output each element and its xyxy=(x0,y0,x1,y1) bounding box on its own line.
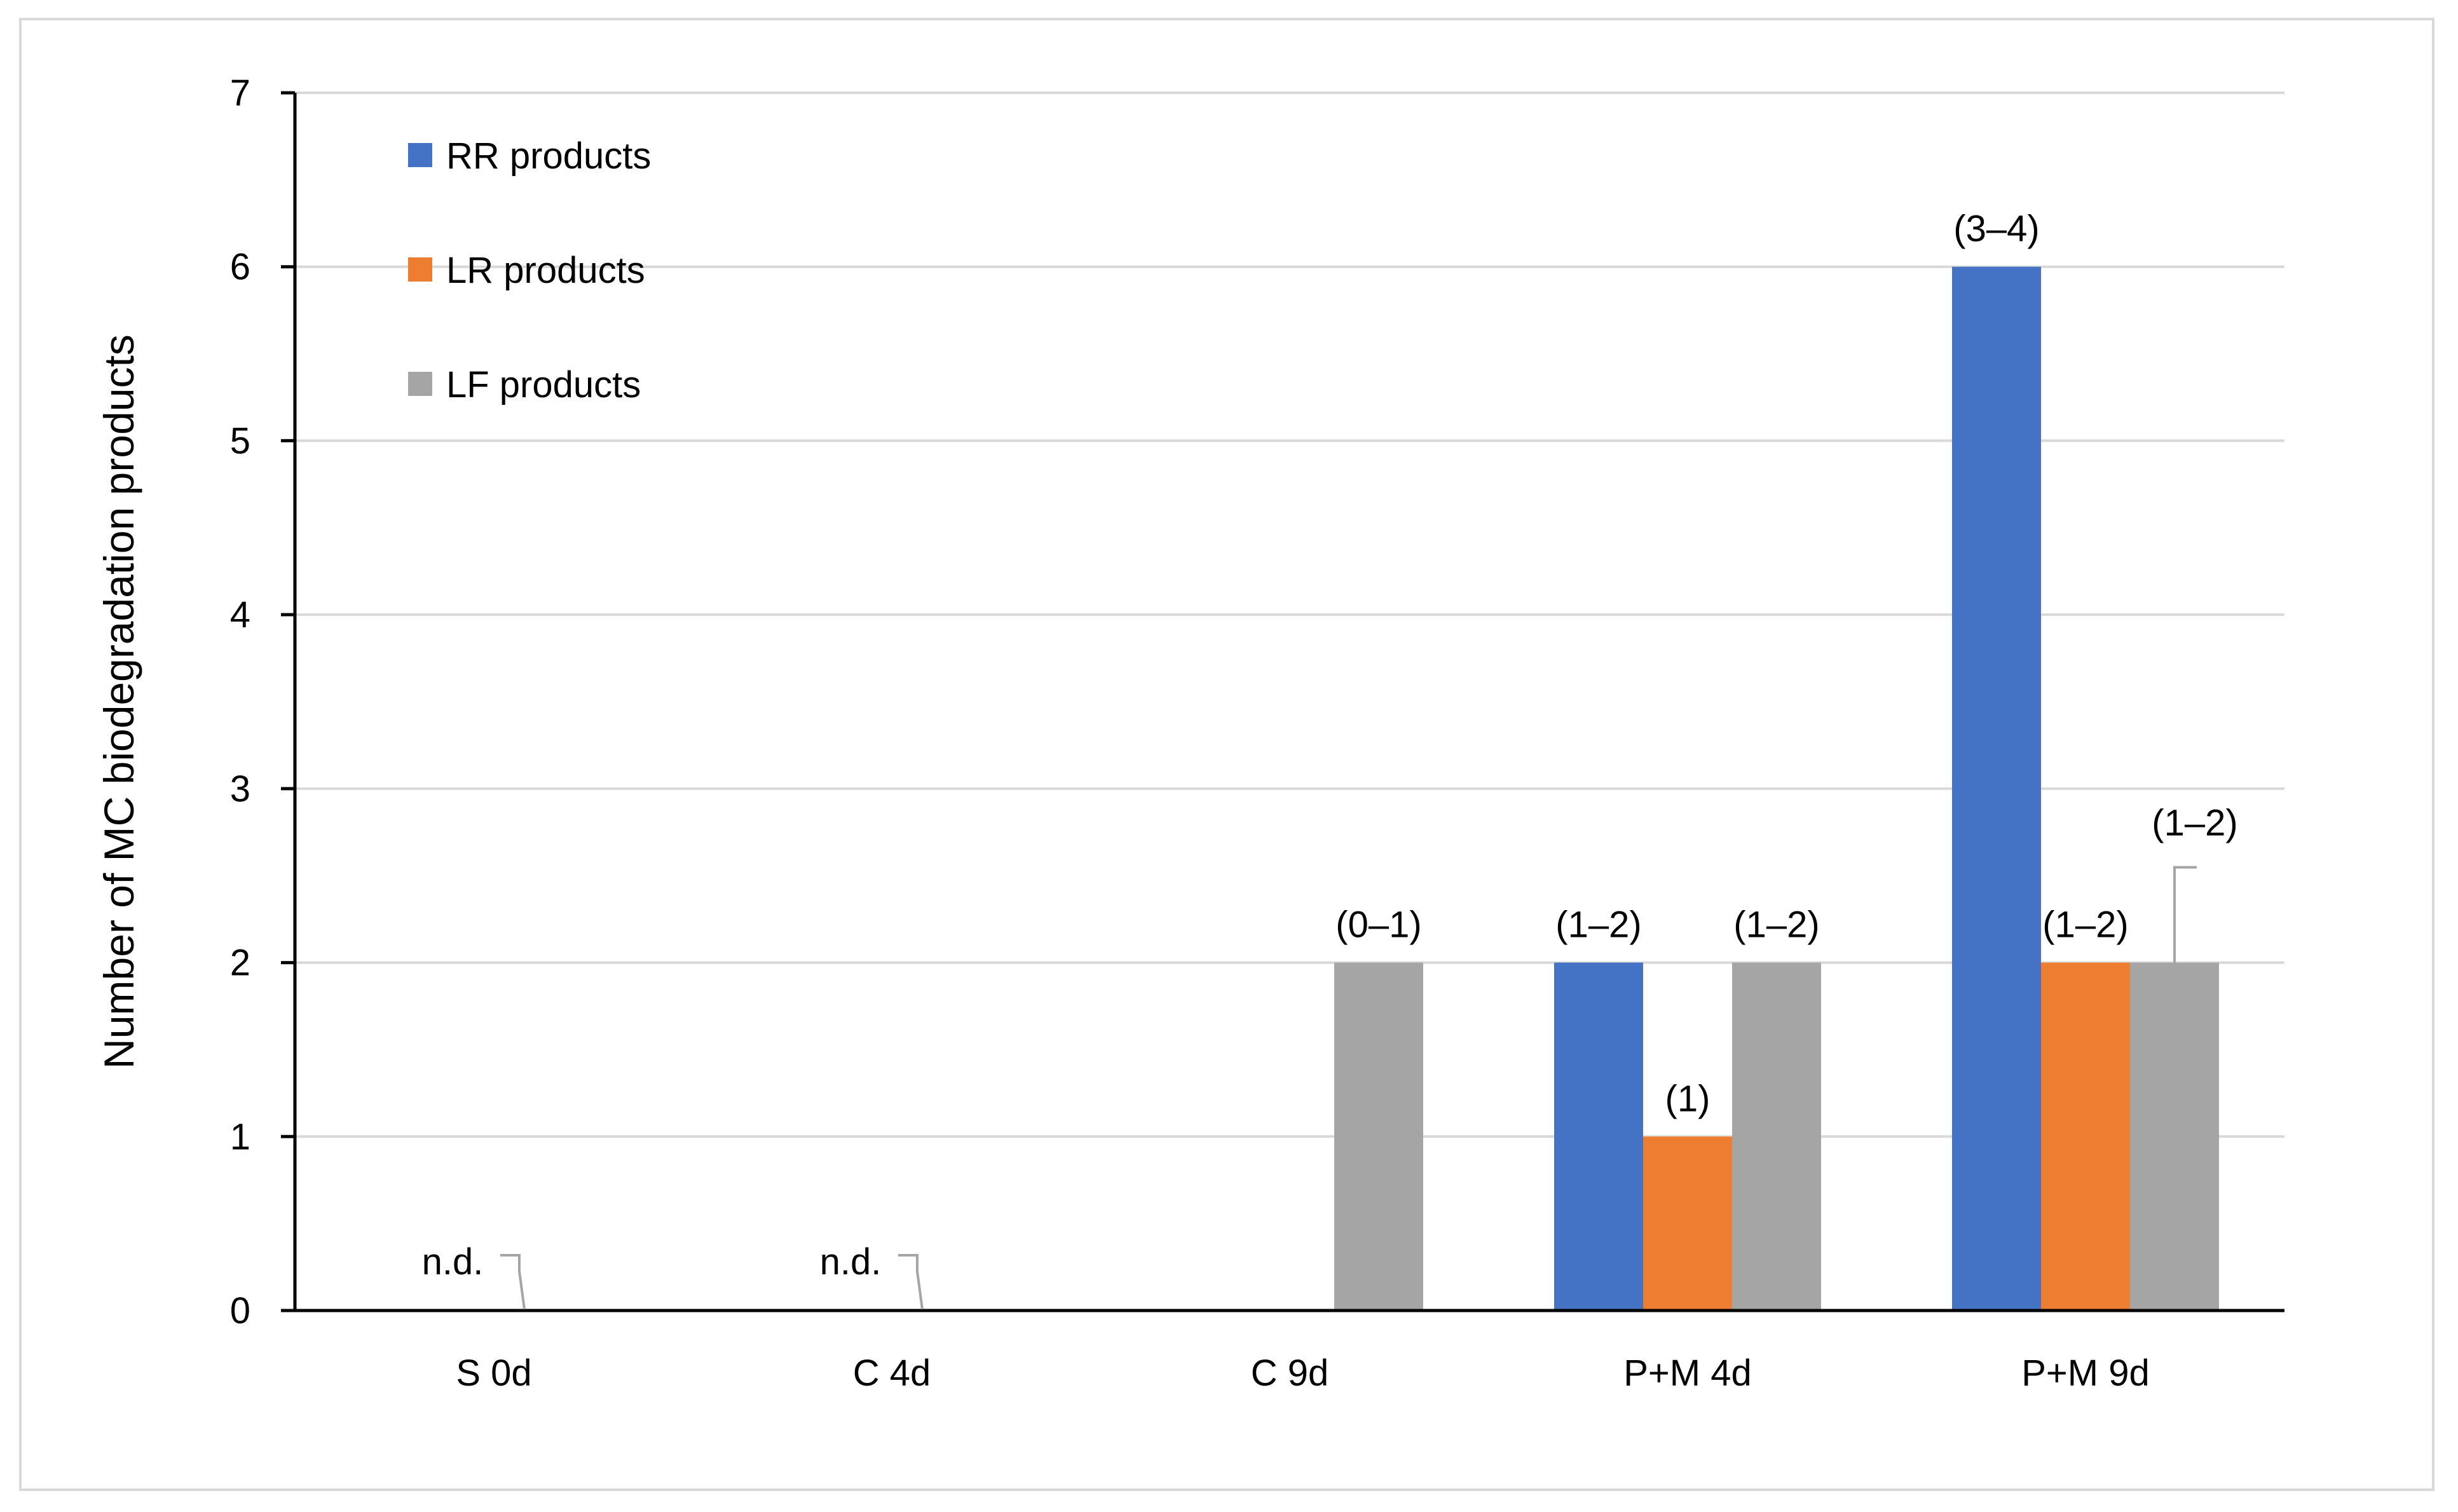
y-axis-title: Number of MC biodegradation products xyxy=(95,334,142,1069)
bar xyxy=(1643,1136,1732,1311)
nd-leader-line xyxy=(500,1254,526,1310)
legend: RR products LR products LF products xyxy=(408,135,651,405)
nd-label: n.d. xyxy=(422,1241,484,1283)
y-tick-label: 4 xyxy=(230,594,250,636)
legend-swatch xyxy=(408,143,432,167)
data-label: (1–2) xyxy=(1555,904,1641,946)
category-label: P+M 4d xyxy=(1623,1352,1752,1394)
bar xyxy=(1334,962,1423,1311)
legend-swatch xyxy=(408,372,432,396)
legend-label: LR products xyxy=(446,250,645,291)
category-labels: S 0d C 4d C 9d P+M 4d P+M 9d xyxy=(456,1352,2149,1394)
data-label: (3–4) xyxy=(1953,208,2039,250)
data-label: (0–1) xyxy=(1335,904,1421,946)
data-label: (1–2) xyxy=(1733,904,1819,946)
legend-label: LF products xyxy=(446,364,641,405)
data-label: (1) xyxy=(1665,1078,1710,1119)
legend-label: RR products xyxy=(446,135,651,177)
bar xyxy=(2041,962,2130,1311)
bars xyxy=(1334,266,2219,1311)
category-label: C 4d xyxy=(853,1352,931,1394)
y-tick-label: 2 xyxy=(230,943,250,984)
leader-line xyxy=(2173,866,2197,963)
y-tick-label: 1 xyxy=(230,1116,250,1157)
y-tick-label: 0 xyxy=(230,1290,250,1332)
y-tick-label: 3 xyxy=(230,768,250,810)
category-label: P+M 9d xyxy=(2021,1352,2150,1394)
category-label: S 0d xyxy=(456,1352,531,1394)
y-ticks: 0 1 2 3 4 5 6 7 xyxy=(230,72,295,1332)
axes xyxy=(293,93,2284,1312)
category-label: C 9d xyxy=(1251,1352,1329,1394)
nd-annotations: n.d. n.d. xyxy=(422,1241,924,1310)
y-tick-label: 7 xyxy=(230,72,250,114)
nd-leader-line xyxy=(898,1254,924,1310)
data-label: (1–2) xyxy=(2042,904,2128,946)
bar xyxy=(1732,962,1821,1311)
bar xyxy=(2130,962,2219,1311)
nd-label: n.d. xyxy=(820,1241,882,1283)
y-tick-label: 5 xyxy=(230,420,250,461)
legend-swatch xyxy=(408,257,432,282)
bar xyxy=(1952,266,2041,1311)
data-labels: (0–1) (1–2) (1) (1–2) (3–4) (1–2) (1–2) xyxy=(1335,208,2237,1120)
y-tick-label: 6 xyxy=(230,247,250,288)
data-label: (1–2) xyxy=(2152,803,2237,844)
bar xyxy=(1554,962,1643,1311)
